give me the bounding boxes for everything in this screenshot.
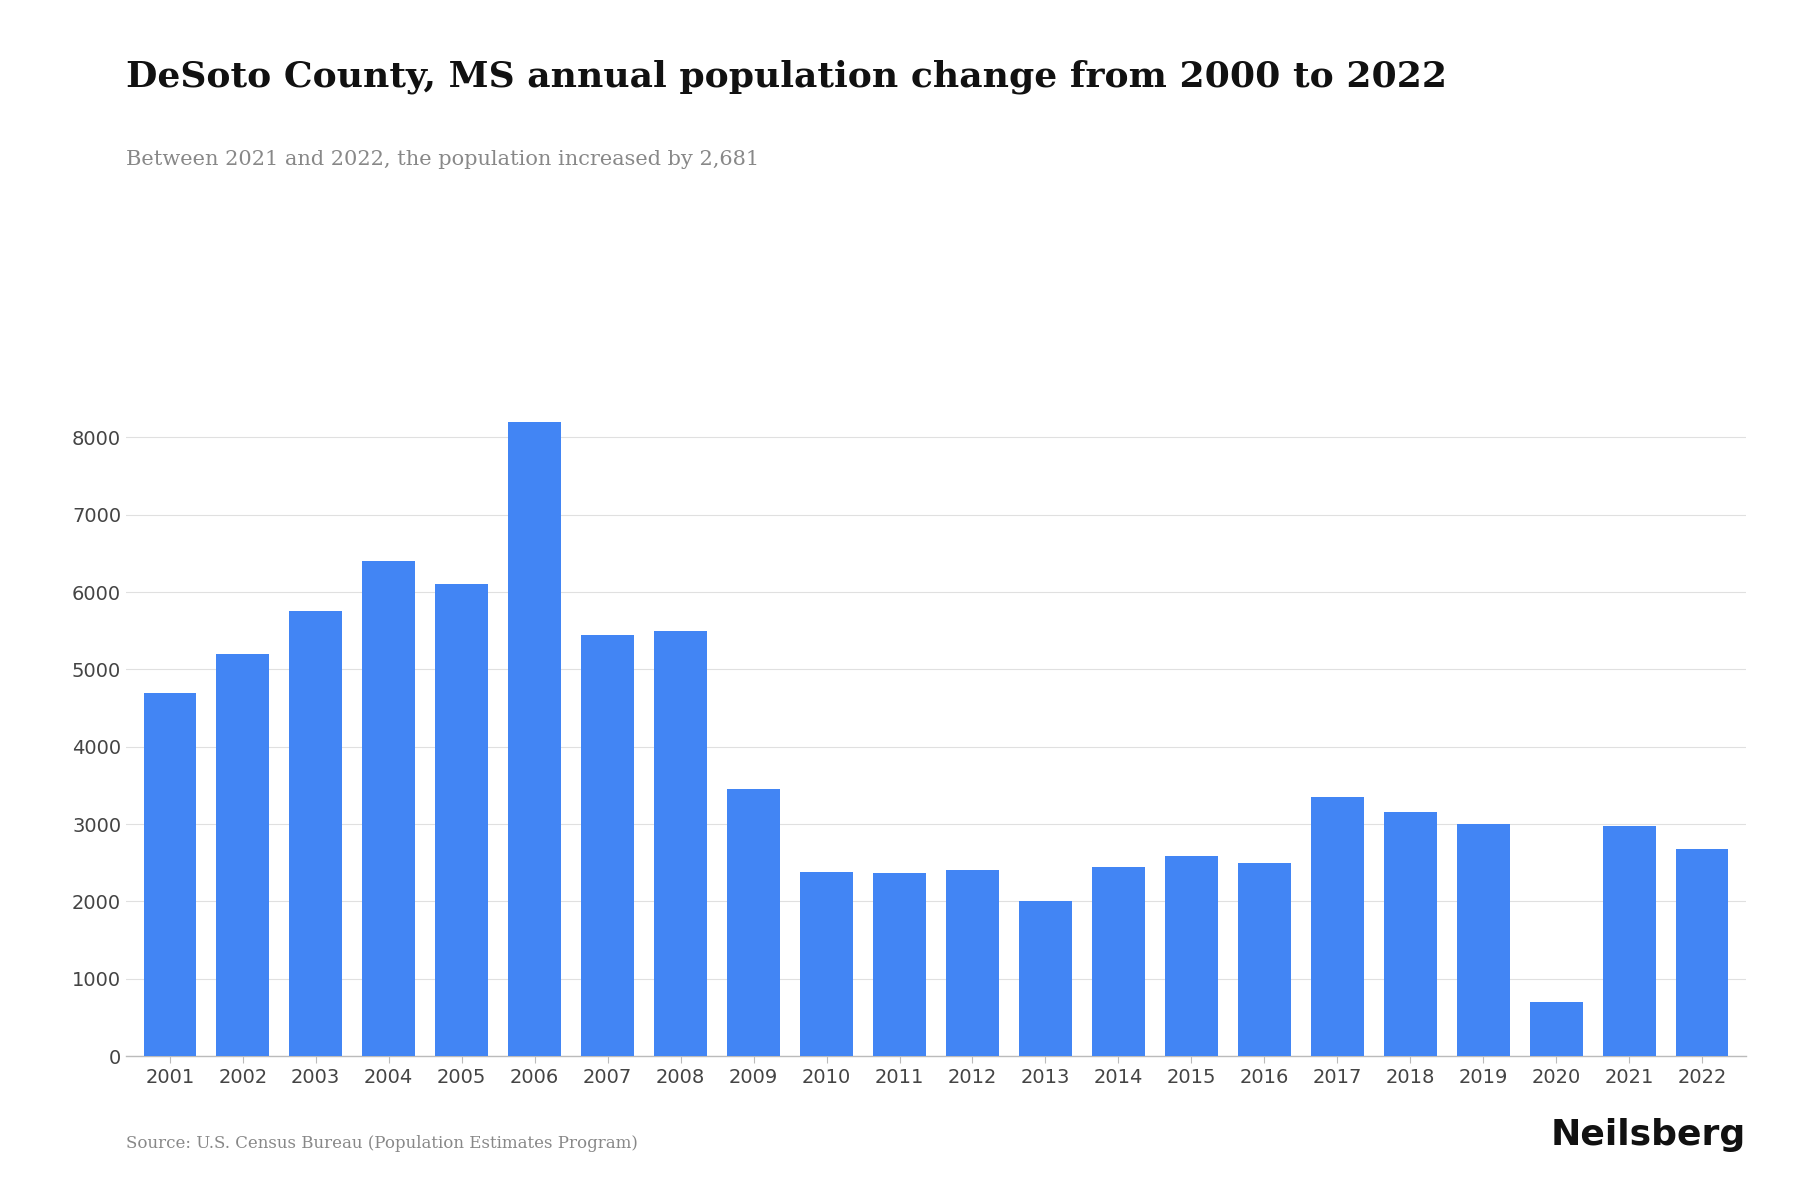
Bar: [873, 874, 925, 1056]
Bar: [436, 584, 488, 1056]
Bar: [1530, 1002, 1582, 1056]
Bar: [655, 631, 707, 1056]
Bar: [1676, 848, 1728, 1056]
Bar: [1093, 866, 1145, 1056]
Bar: [1019, 901, 1071, 1056]
Bar: [216, 654, 268, 1056]
Text: Neilsberg: Neilsberg: [1552, 1118, 1746, 1152]
Bar: [144, 692, 196, 1056]
Bar: [581, 635, 634, 1056]
Bar: [947, 870, 999, 1056]
Bar: [290, 611, 342, 1056]
Bar: [508, 422, 562, 1056]
Bar: [727, 790, 779, 1056]
Bar: [1310, 797, 1364, 1056]
Text: Source: U.S. Census Bureau (Population Estimates Program): Source: U.S. Census Bureau (Population E…: [126, 1135, 637, 1152]
Bar: [801, 872, 853, 1056]
Bar: [1604, 827, 1656, 1056]
Bar: [1165, 857, 1217, 1056]
Text: Between 2021 and 2022, the population increased by 2,681: Between 2021 and 2022, the population in…: [126, 150, 760, 169]
Bar: [1238, 863, 1291, 1056]
Bar: [1384, 812, 1436, 1056]
Bar: [1456, 824, 1510, 1056]
Bar: [362, 562, 416, 1056]
Text: DeSoto County, MS annual population change from 2000 to 2022: DeSoto County, MS annual population chan…: [126, 60, 1447, 95]
